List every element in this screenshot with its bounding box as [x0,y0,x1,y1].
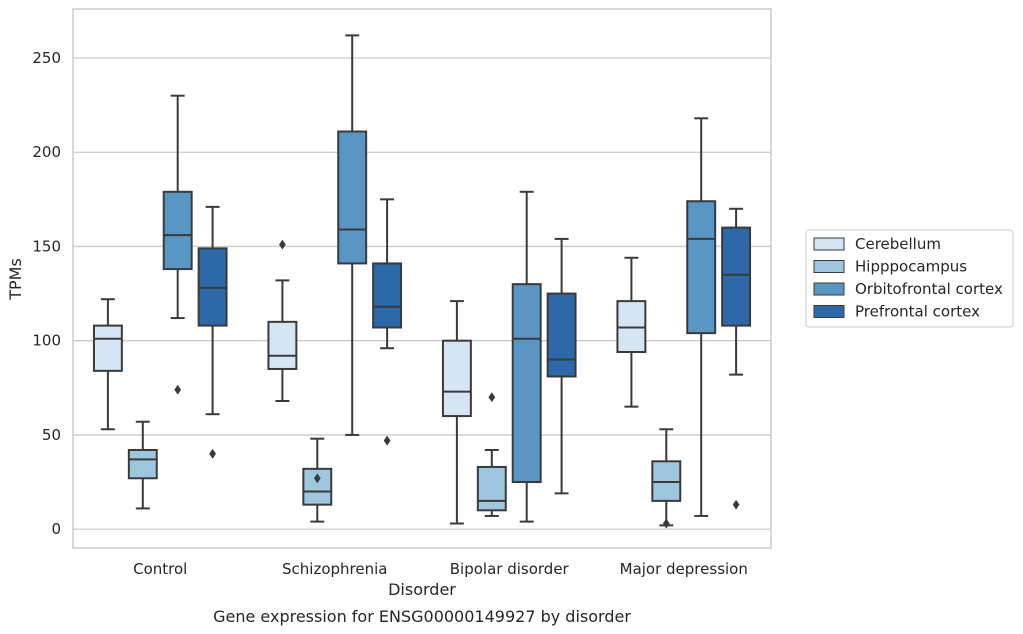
x-tick-labels: Control Schizophrenia Bipolar disorder Majo… [133,560,748,578]
legend-label: Hipppocampus [855,258,967,276]
x-axis-label: Disorder [388,580,456,599]
outlier-point [313,473,321,484]
box-iqr [337,130,368,265]
y-axis-label: TPMs [6,258,25,301]
box-hipppocampus [651,428,682,529]
x-tick-label: Control [133,560,187,578]
legend-swatch [813,237,845,251]
chart-caption: Gene expression for ENSG00000149927 by d… [213,607,631,626]
outlier-point [732,499,740,510]
box-iqr [511,283,542,484]
box-iqr [372,262,403,329]
outlier-point [383,435,391,446]
box-iqr [686,200,717,335]
box-hipppocampus [302,437,333,523]
box-cerebellum [267,239,298,402]
box-iqr [721,226,752,327]
box-orbitofrontal-cortex [162,94,193,395]
legend-label: Cerebellum [855,235,941,253]
box-orbitofrontal-cortex [686,117,717,517]
box-cerebellum [92,298,123,431]
box-cerebellum [441,300,472,525]
box-iqr [476,465,507,512]
outlier-point [279,239,286,250]
box-iqr [162,190,193,271]
box-hipppocampus [127,420,158,510]
box-iqr [92,324,123,372]
box-orbitofrontal-cortex [337,34,368,436]
box-prefrontal-cortex [372,198,403,446]
box-iqr [267,320,298,370]
legend-swatch [813,282,845,296]
plot-frame [72,8,772,549]
y-tick-label: 50 [42,426,61,444]
box-prefrontal-cortex [546,237,577,495]
outlier-point [488,392,496,403]
outlier-point [662,518,670,529]
x-tick-label: Bipolar disorder [450,560,570,578]
box-plot-boxes [92,34,752,529]
box-prefrontal-cortex [721,207,752,510]
legend-label: Prefrontal cortex [855,303,980,321]
legend-label: Orbitofrontal cortex [855,280,1003,298]
y-tick-labels: 0 50 100 150 200 250 [32,49,61,538]
box-cerebellum [616,256,647,408]
y-tick-label: 200 [32,143,61,161]
box-iqr [441,339,472,418]
y-tick-label: 100 [32,332,61,350]
legend: Cerebellum Hipppocampus Orbitofrontal cort… [805,229,1014,328]
outlier-point [174,384,182,395]
box-orbitofrontal-cortex [511,190,542,523]
box-iqr [546,292,577,378]
box-prefrontal-cortex [197,205,228,459]
legend-swatch [813,305,845,318]
x-tick-label: Major depression [620,560,748,578]
box-iqr [127,449,158,480]
y-tick-label: 0 [51,520,61,538]
outlier-point [209,448,216,459]
legend-swatch [813,260,845,273]
y-tick-label: 150 [32,237,61,255]
y-tick-label: 250 [32,49,61,67]
legend-frame [805,229,1014,328]
box-hipppocampus [476,392,507,517]
x-tick-label: Schizophrenia [282,560,387,578]
